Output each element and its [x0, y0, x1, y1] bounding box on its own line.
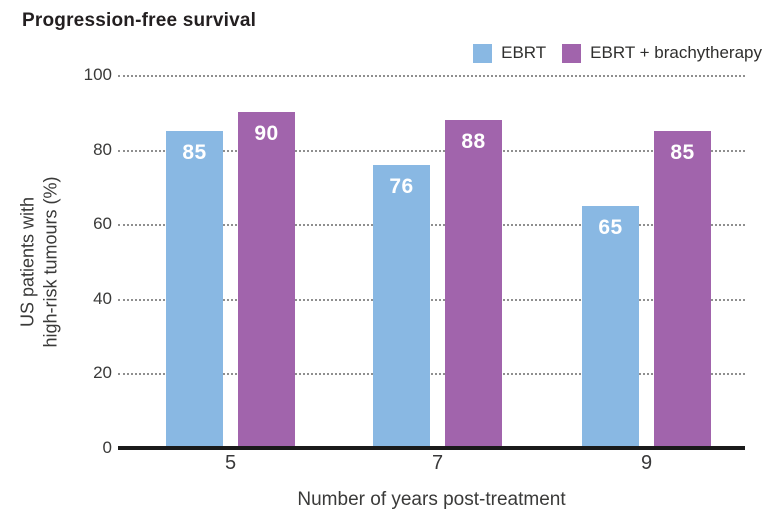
bar-value-label: 85: [182, 140, 207, 164]
y-tick-label: 0: [102, 438, 112, 457]
bar-group: 85 90: [166, 75, 295, 448]
y-axis-title-box: US patients with high-risk tumours (%): [0, 75, 80, 448]
legend-swatch-icon: [562, 43, 582, 63]
gridline: [118, 75, 745, 77]
x-axis-line: [118, 446, 745, 450]
legend-item: EBRT + brachytherapy: [562, 43, 762, 63]
gridline: [118, 298, 745, 301]
legend-item: EBRT: [473, 43, 546, 63]
y-tick-label: 60: [93, 214, 112, 234]
legend-swatch-icon: [473, 43, 493, 63]
gridline: [118, 373, 745, 376]
bar-value-label: 90: [254, 122, 279, 146]
y-tick-label: 20: [93, 363, 112, 383]
plot-area: 85 90 76 88 65 85: [118, 75, 745, 448]
y-axis-title-line1: US patients with: [17, 196, 38, 327]
bar-group: 65 85: [582, 75, 711, 448]
legend-label: EBRT: [501, 43, 547, 62]
x-axis-title: Number of years post-treatment: [297, 489, 566, 510]
y-tick-label: 40: [93, 288, 112, 308]
bar-ebrt-brachytherapy: 88: [445, 119, 502, 448]
bar-ebrt: 65: [582, 205, 639, 448]
x-tick-label: 5: [224, 452, 237, 474]
bar-group: 76 88: [373, 75, 502, 448]
bar-value-label: 65: [598, 215, 623, 239]
legend-label: EBRT + brachytherapy: [590, 43, 762, 62]
bar-ebrt-brachytherapy: 85: [654, 130, 711, 448]
bar-value-label: 88: [461, 129, 486, 153]
y-tick-label: 100: [83, 65, 112, 84]
gridline: [118, 224, 745, 227]
x-tick-label: 7: [431, 452, 444, 474]
bar-ebrt: 85: [166, 130, 223, 448]
y-axis-title: US patients with high-risk tumours (%): [17, 176, 64, 347]
gridline: [118, 149, 745, 152]
bar-value-label: 85: [670, 140, 695, 164]
y-tick-label: 80: [93, 139, 112, 159]
bar-value-label: 76: [389, 174, 414, 198]
legend: EBRT EBRT + brachytherapy: [473, 43, 762, 63]
chart-title: Progression-free survival: [22, 10, 257, 31]
x-tick-label: 9: [640, 452, 653, 474]
y-axis-title-line2: high-risk tumours (%): [41, 175, 61, 348]
bar-ebrt: 76: [373, 164, 430, 448]
bar-ebrt-brachytherapy: 90: [238, 112, 295, 448]
